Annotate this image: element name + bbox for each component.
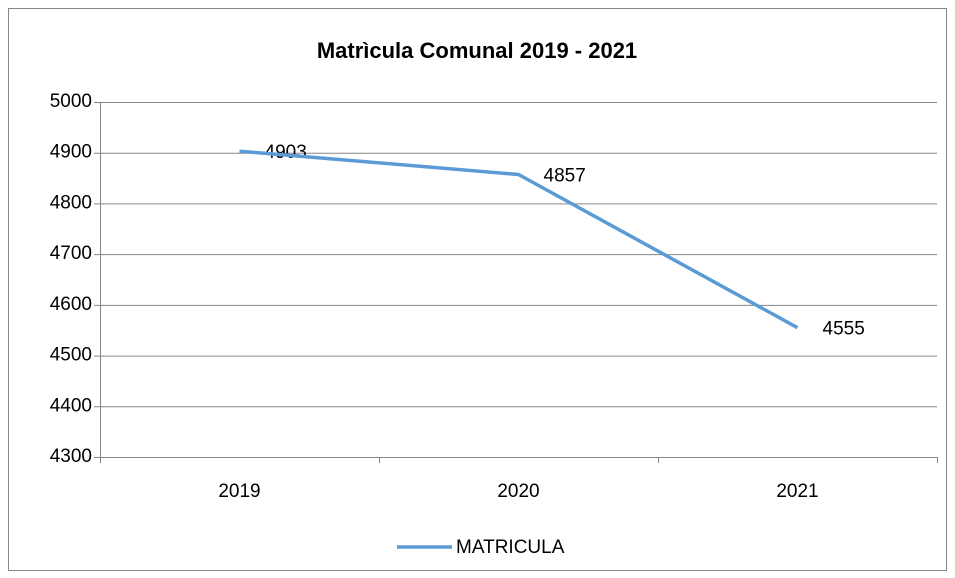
chart-title: Matrìcula Comunal 2019 - 2021 xyxy=(317,38,637,63)
x-tick-label: 2020 xyxy=(497,481,539,502)
series-line xyxy=(239,149,799,330)
y-tick-label: 4700 xyxy=(50,243,92,264)
x-tick-label: 2019 xyxy=(218,481,260,502)
data-label: 4857 xyxy=(544,166,586,187)
data-label: 4903 xyxy=(265,142,307,163)
y-tick-label: 5000 xyxy=(50,91,92,112)
y-tick-label: 4600 xyxy=(50,294,92,315)
y-tick-label: 4500 xyxy=(50,345,92,366)
y-tick-label: 4400 xyxy=(50,395,92,416)
y-tick-label: 4800 xyxy=(50,192,92,213)
x-tick-label: 2021 xyxy=(776,481,818,502)
legend-label: MATRICULA xyxy=(456,537,565,558)
y-tick-label: 4300 xyxy=(50,446,92,467)
data-label: 4555 xyxy=(823,319,865,340)
y-tick-label: 4900 xyxy=(50,142,92,163)
